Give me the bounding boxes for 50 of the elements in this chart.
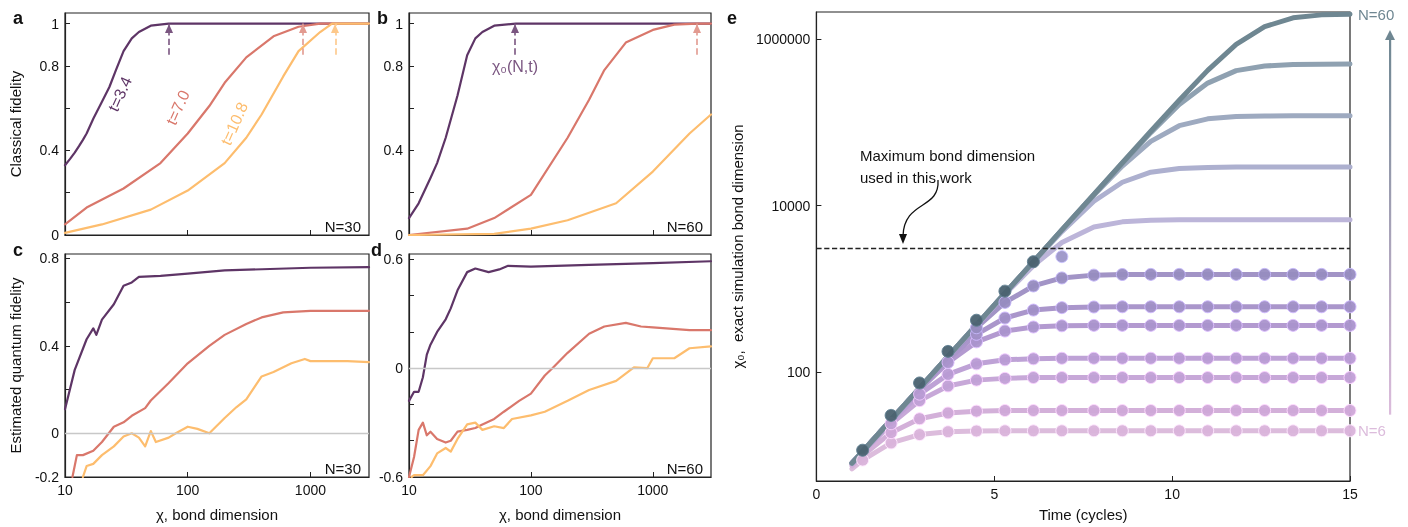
annotation: N=30 xyxy=(324,218,361,235)
y-axis-title: Classical fidelity xyxy=(7,70,24,178)
x-tick-label: 1000 xyxy=(294,482,327,498)
y-tick-label: 1000000 xyxy=(755,30,811,47)
x-axis-title: χ, bond dimension xyxy=(498,506,622,523)
y-tick-label: -0.6 xyxy=(378,469,404,485)
ref-line-label: Maximum bond dimension used in this work xyxy=(860,146,1040,186)
annotation: N=60 xyxy=(666,218,703,235)
x-tick-label: 10 xyxy=(57,482,73,498)
x-tick-label: 100 xyxy=(176,482,200,498)
x-tick-label: 1000 xyxy=(637,482,669,498)
ref-line-label: χ₀(N,t) xyxy=(491,58,539,76)
chart-title: d xyxy=(371,240,382,260)
y-axis-title: Estimated quantum fidelity xyxy=(7,277,24,454)
annotation: t=10.8 xyxy=(217,99,252,148)
x-tick-label: 100 xyxy=(519,482,543,498)
chart-title: e xyxy=(727,8,738,28)
y-tick-label: 0 xyxy=(51,425,60,442)
y-tick-label: 1 xyxy=(51,15,60,32)
chart-title: c xyxy=(13,240,24,260)
chart-title: a xyxy=(13,8,24,28)
y-tick-label: 0.8 xyxy=(39,57,60,74)
y-tick-label: 0 xyxy=(395,360,404,377)
y-tick-label: 0.6 xyxy=(383,251,404,268)
annotation: N=60 xyxy=(1358,5,1395,23)
y-tick-label: 10000 xyxy=(771,197,811,214)
x-tick-label: 0 xyxy=(812,486,821,502)
y-tick-label: 0.8 xyxy=(383,57,404,74)
annotation: t=7.0 xyxy=(162,87,193,128)
annotation: N=60 xyxy=(666,460,703,477)
y-tick-label: 1 xyxy=(395,15,404,32)
y-tick-label: 0.4 xyxy=(383,142,404,159)
y-tick-label: 0 xyxy=(395,227,404,243)
x-tick-label: 10 xyxy=(1164,486,1181,502)
x-tick-label: 5 xyxy=(990,486,999,502)
annotation: N=30 xyxy=(324,460,361,477)
y-tick-label: 0 xyxy=(51,227,60,243)
y-tick-label: 0.4 xyxy=(39,337,60,354)
x-axis-title: χ, bond dimension xyxy=(155,506,279,523)
annotation: N=6 xyxy=(1358,422,1386,440)
x-axis-title: Time (cycles) xyxy=(1038,506,1128,523)
y-tick-label: 0.8 xyxy=(39,250,60,267)
chart-title: b xyxy=(377,8,388,28)
x-tick-label: 10 xyxy=(401,482,417,498)
y-tick-label: 100 xyxy=(787,364,811,381)
y-axis-title: χ₀, exact simulation bond dimension xyxy=(729,124,746,369)
y-tick-label: -0.2 xyxy=(34,469,60,485)
y-tick-label: 0.4 xyxy=(39,142,60,159)
x-tick-label: 15 xyxy=(1342,486,1358,502)
annotation: t=3.4 xyxy=(104,74,136,114)
